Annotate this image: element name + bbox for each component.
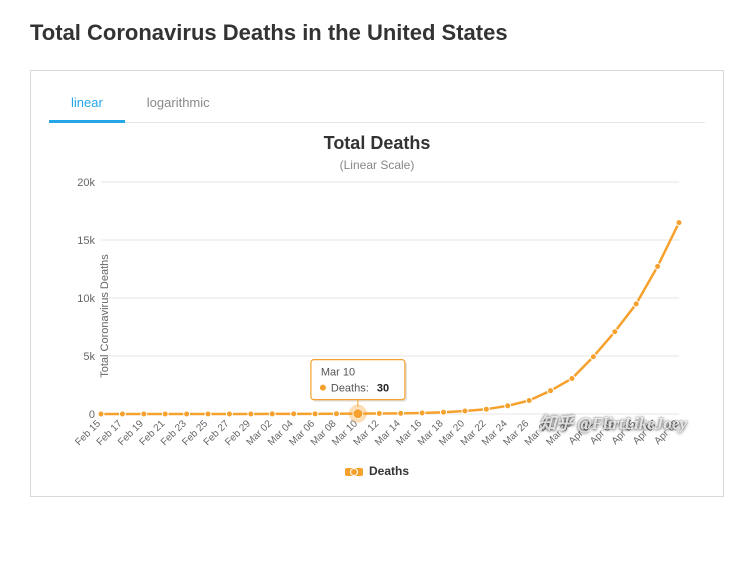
svg-text:15k: 15k — [77, 235, 95, 247]
svg-text:10k: 10k — [77, 293, 95, 305]
tab-linear[interactable]: linear — [49, 85, 125, 122]
svg-text:Mar 10: Mar 10 — [321, 367, 355, 379]
tab-logarithmic[interactable]: logarithmic — [125, 85, 232, 122]
svg-text:30: 30 — [377, 383, 389, 395]
svg-text:Deaths:: Deaths: — [331, 383, 369, 395]
legend: Deaths — [49, 464, 705, 478]
chart-title: Total Deaths — [49, 133, 705, 154]
y-axis-title: Total Coronavirus Deaths — [99, 254, 111, 378]
scale-tabs: linear logarithmic — [49, 85, 705, 123]
svg-text:5k: 5k — [83, 351, 95, 363]
chart-svg[interactable]: 05k10k15k20kFeb 15Feb 17Feb 19Feb 21Feb … — [49, 176, 689, 456]
chart-card: linear logarithmic Total Deaths (Linear … — [30, 70, 724, 497]
chart-subtitle: (Linear Scale) — [49, 158, 705, 172]
plot-area: Total Coronavirus Deaths 05k10k15k20kFeb… — [49, 176, 705, 456]
page-title: Total Coronavirus Deaths in the United S… — [30, 20, 724, 46]
legend-label: Deaths — [369, 464, 409, 478]
svg-text:20k: 20k — [77, 177, 95, 189]
svg-text:Apr 09: Apr 09 — [653, 418, 682, 447]
legend-swatch — [345, 468, 363, 476]
